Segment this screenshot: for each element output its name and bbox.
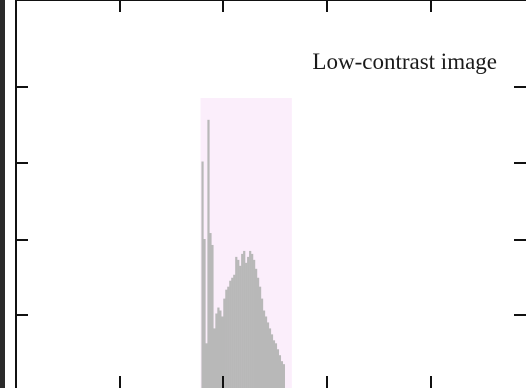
histogram-bar	[245, 262, 248, 388]
histogram-bar	[239, 265, 242, 388]
histogram-bar	[235, 256, 238, 388]
histogram-bar	[231, 277, 234, 388]
histogram-bar	[270, 334, 274, 388]
histogram-bar	[229, 280, 232, 388]
histogram-bar	[274, 343, 278, 388]
histogram-bar	[257, 277, 260, 388]
histogram-bar	[268, 328, 272, 388]
chart-title: Low-contrast image	[312, 49, 497, 74]
histogram-bar	[249, 250, 252, 388]
left-edge-bar	[0, 0, 5, 388]
histogram-bar	[207, 119, 210, 388]
histogram-bar	[266, 322, 270, 388]
histogram-bar	[276, 349, 280, 388]
histogram-bar	[280, 361, 284, 388]
histogram-bar	[282, 364, 285, 388]
histogram-bar	[217, 307, 220, 388]
histogram-bar	[215, 313, 218, 388]
histogram-bar	[221, 316, 224, 388]
histogram-bar	[227, 286, 230, 388]
histogram-bar	[262, 310, 266, 388]
histogram-bar	[253, 259, 256, 388]
histogram-bar	[243, 250, 246, 388]
histogram-bar	[278, 355, 282, 388]
histogram-bar	[225, 289, 228, 388]
histogram-bar	[237, 259, 240, 388]
histogram-bar	[213, 328, 216, 388]
plot-frame	[15, 0, 526, 388]
histogram-bar	[211, 244, 214, 388]
histogram-bar	[201, 161, 204, 388]
histogram-bar	[255, 268, 258, 388]
histogram-bar	[205, 343, 208, 388]
histogram-bar	[247, 256, 250, 388]
histogram-bar	[203, 239, 206, 388]
histogram-bar	[251, 253, 254, 388]
histogram-bar	[260, 298, 264, 388]
histogram-bars	[201, 119, 285, 388]
histogram-bar	[223, 298, 226, 388]
histogram-bar	[272, 340, 276, 388]
histogram-bar	[209, 233, 212, 388]
histogram-bar	[233, 274, 236, 388]
histogram-bar	[219, 310, 222, 388]
histogram-bar	[241, 253, 244, 388]
histogram-bar	[258, 286, 262, 388]
axis-ticks	[16, 0, 526, 388]
histogram-bar	[264, 316, 268, 388]
